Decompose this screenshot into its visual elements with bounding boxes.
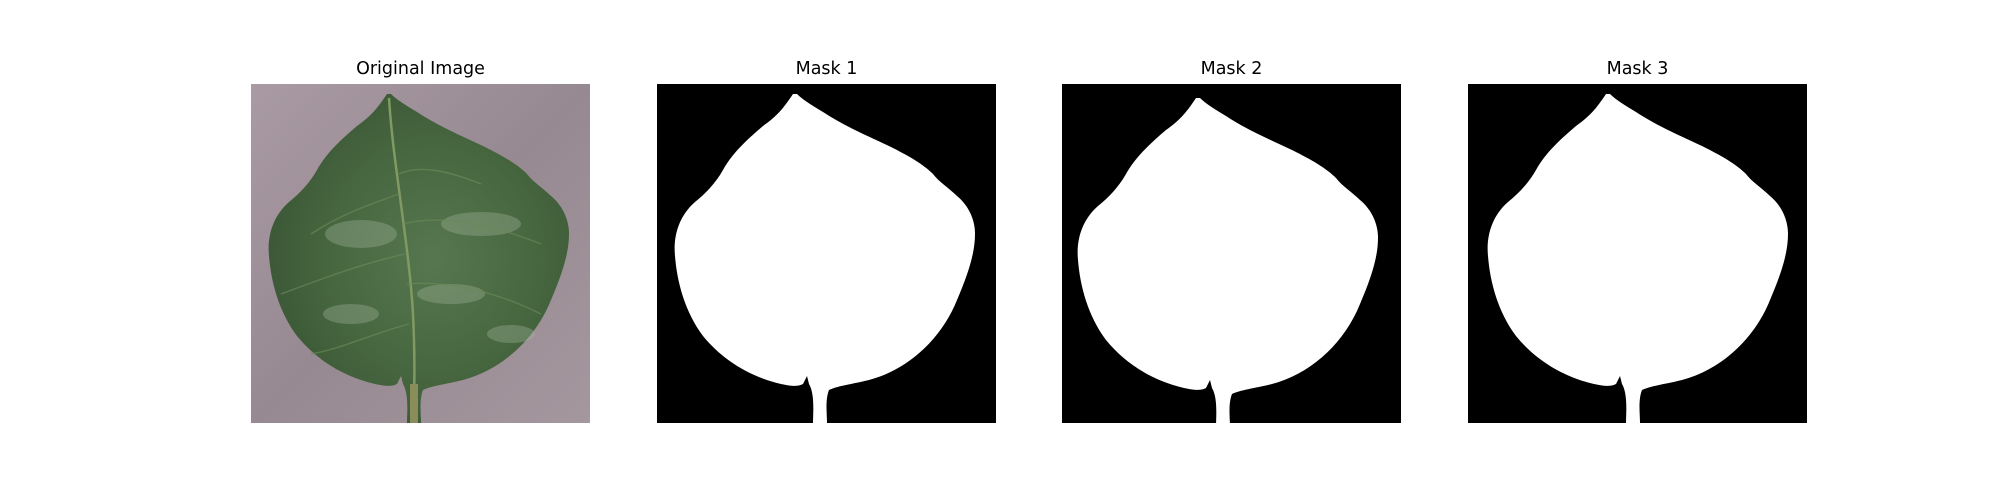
leaf-veins (280, 168, 542, 355)
leaf-stem (410, 384, 418, 423)
leaf-photo (251, 84, 590, 423)
panel-title: Mask 2 (1200, 59, 1263, 79)
panel-title: Mask 3 (1606, 59, 1669, 79)
panel-title: Original Image (356, 59, 485, 79)
leaf-mask (1062, 84, 1401, 423)
leaf-midrib (387, 97, 416, 421)
leaf-mask (1468, 84, 1807, 423)
panel-mask-1: Mask 1 (657, 56, 996, 430)
panel-mask-2: Mask 2 (1062, 56, 1401, 430)
panel-mask-3: Mask 3 (1468, 56, 1807, 430)
panel-title: Mask 1 (795, 59, 858, 79)
panel-original-image: Original Image (251, 56, 590, 430)
leaf-mask (657, 84, 996, 423)
